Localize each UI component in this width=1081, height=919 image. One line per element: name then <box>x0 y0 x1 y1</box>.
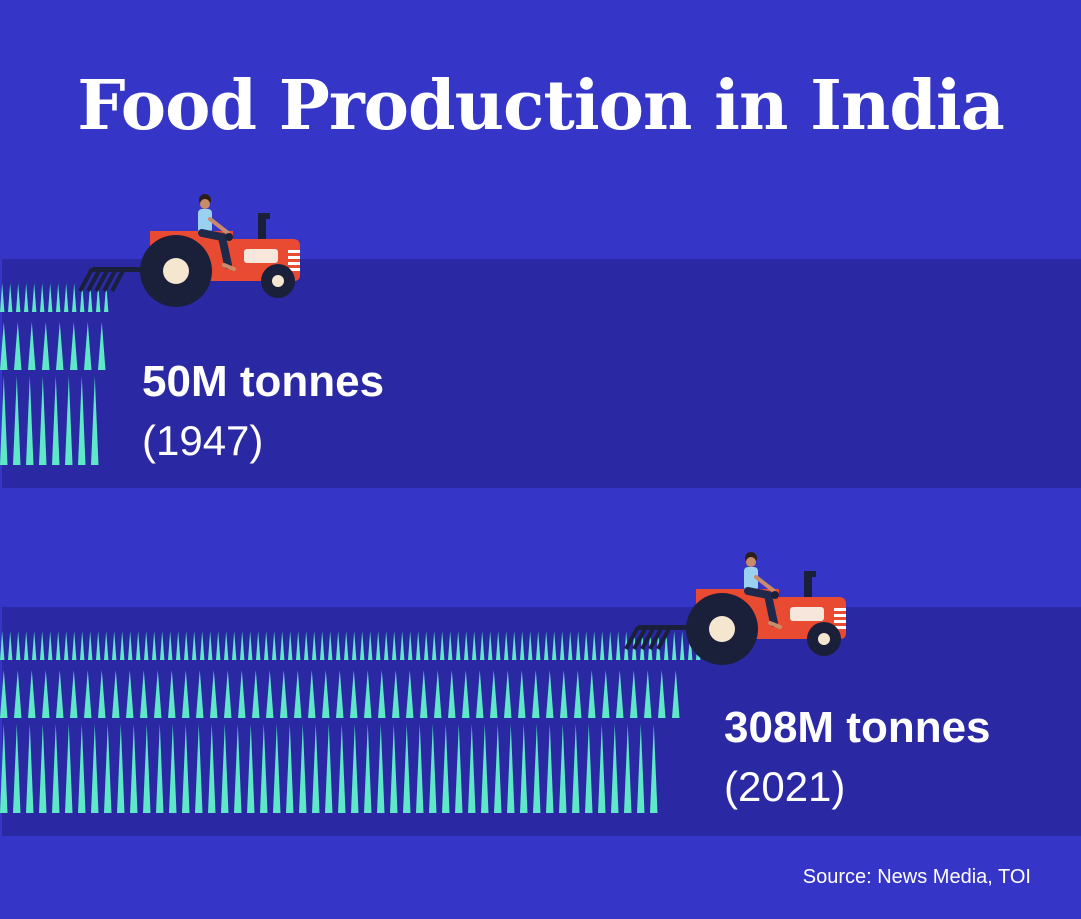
source-note: Source: News Media, TOI <box>802 866 1031 888</box>
farmer-icon <box>198 194 236 271</box>
value-label-2021: 308M tonnes <box>724 703 991 752</box>
page-title: Food Production in India <box>77 66 1005 146</box>
plough-icon <box>624 625 690 650</box>
value-label-1947: 50M tonnes <box>142 357 385 406</box>
farmer-icon <box>744 552 782 629</box>
year-label-2021: (2021) <box>724 763 846 810</box>
plough-icon <box>78 267 144 292</box>
tractor-icon <box>78 194 300 307</box>
tractor-icon <box>624 552 846 665</box>
year-label-1947: (1947) <box>142 417 264 464</box>
